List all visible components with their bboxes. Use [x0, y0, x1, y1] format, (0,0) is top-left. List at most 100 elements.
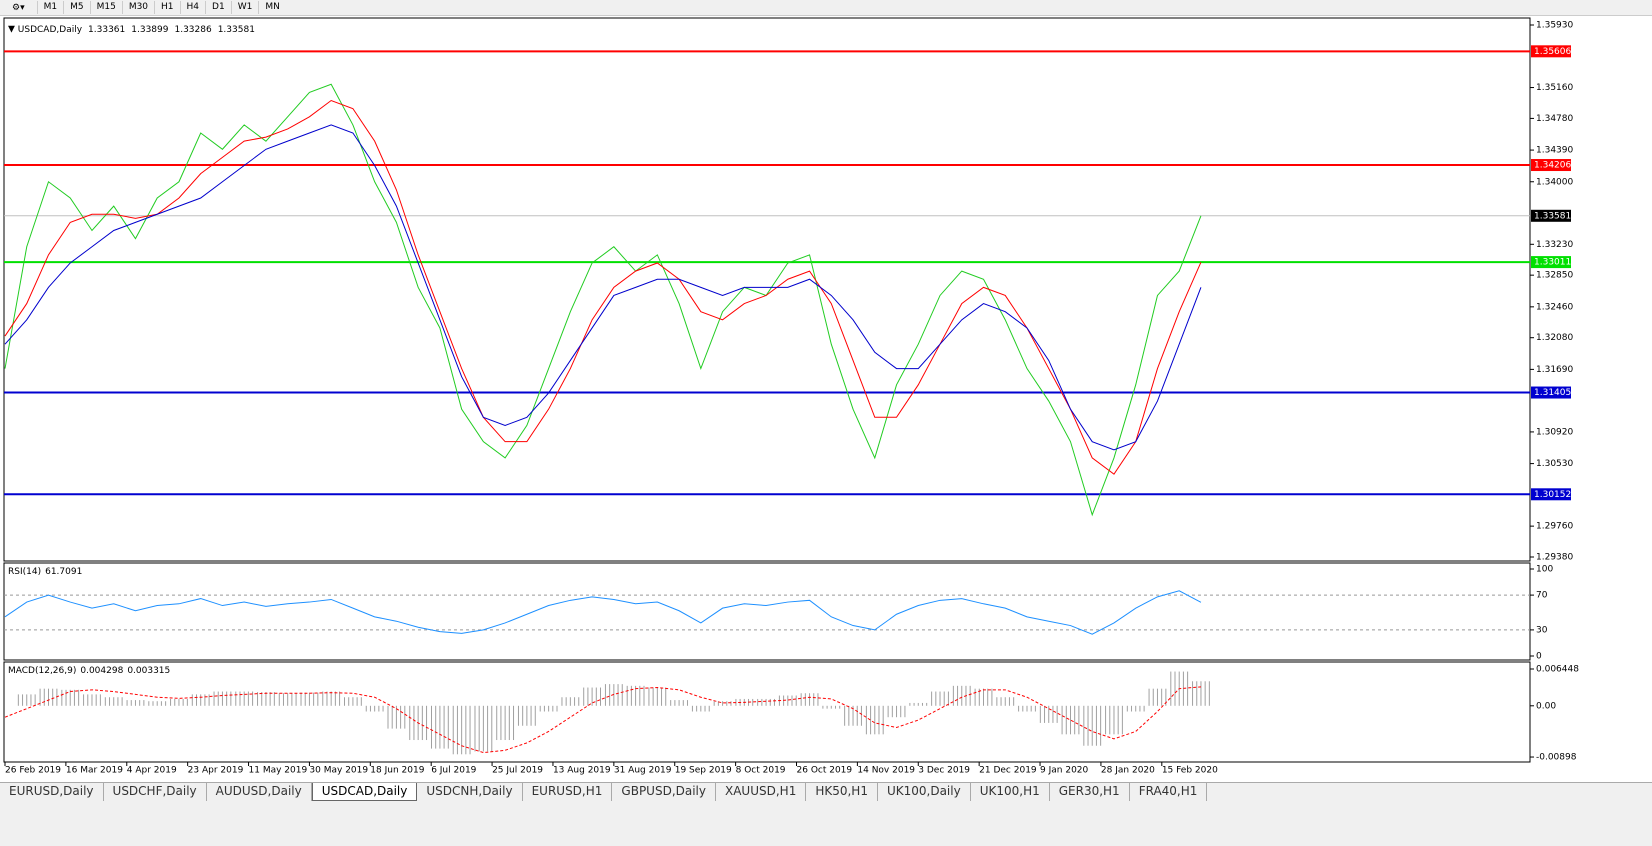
level-tag	[1531, 45, 1571, 58]
x-tick-label: 18 Jun 2019	[370, 766, 424, 776]
chart-tab[interactable]: GER30,H1	[1050, 783, 1130, 801]
timeframe-button[interactable]: M30	[121, 1, 154, 14]
y-tick-label: 0.00	[1536, 701, 1556, 711]
x-tick-label: 26 Feb 2019	[5, 766, 61, 776]
y-tick-label: 1.32460	[1536, 302, 1573, 312]
y-tick-label: 1.33230	[1536, 240, 1573, 250]
x-tick-label: 14 Nov 2019	[857, 766, 915, 776]
x-tick-label: 15 Feb 2020	[1162, 766, 1218, 776]
x-tick-label: 6 Jul 2019	[431, 766, 476, 776]
y-tick-label: 1.30920	[1536, 427, 1573, 437]
ohlc-value: 1.33581	[218, 25, 255, 35]
timeframe-button[interactable]: M1	[36, 1, 64, 14]
chart-tab[interactable]: XAUUSD,H1	[716, 783, 807, 801]
timeframe-button[interactable]: D1	[205, 1, 231, 14]
indicator-header: RSI(14) 61.7091	[8, 567, 82, 577]
x-tick-label: 4 Apr 2019	[127, 766, 177, 776]
x-tick-label: 19 Sep 2019	[675, 766, 732, 776]
level-label: 1.30152	[1534, 490, 1571, 500]
series-line	[4, 590, 1202, 635]
timeframe-button[interactable]: M5	[63, 1, 90, 14]
series-line	[4, 124, 1202, 451]
chart-tab[interactable]: USDCHF,Daily	[104, 783, 207, 801]
timeframe-button[interactable]: M15	[89, 1, 122, 14]
tab-bar: EURUSD,Daily USDCHF,Daily AUDUSD,Daily USDC…	[0, 782, 1652, 801]
level-tag	[1531, 488, 1571, 501]
chart-tab[interactable]: HK50,H1	[806, 783, 878, 801]
y-tick-label: 1.31690	[1536, 365, 1573, 375]
symbol: USDCAD,Daily	[18, 25, 83, 35]
y-tick-label: 1.35160	[1536, 83, 1573, 93]
panel-frame	[3, 562, 1531, 661]
indicator-value: 61.7091	[45, 567, 82, 577]
y-tick-label: 1.29380	[1536, 553, 1573, 563]
level-tag	[1531, 386, 1571, 399]
tool-icon[interactable]: ⚙▾	[12, 2, 25, 13]
chart-tab[interactable]: GBPUSD,Daily	[612, 783, 716, 801]
indicator-value: 0.003315	[127, 666, 170, 676]
timeframe-button[interactable]: H4	[179, 1, 206, 14]
last-price-tag	[1531, 209, 1571, 222]
timeframe-button[interactable]: MN	[258, 1, 286, 14]
x-tick-label: 23 Apr 2019	[188, 766, 244, 776]
level-label: 1.35606	[1534, 47, 1571, 57]
y-tick-label: 1.32080	[1536, 333, 1573, 343]
level-label: 1.33011	[1534, 258, 1571, 268]
timeframe-button[interactable]: H1	[154, 1, 180, 14]
x-tick-label: 13 Aug 2019	[553, 766, 611, 776]
chart-tab[interactable]: USDCNH,Daily	[417, 783, 523, 801]
y-tick-label: 1.35930	[1536, 21, 1573, 31]
x-tick-label: 25 Jul 2019	[492, 766, 543, 776]
chart-tab[interactable]: UK100,Daily	[878, 783, 971, 801]
y-tick-label: -0.00898	[1536, 753, 1577, 763]
series-line	[4, 99, 1202, 475]
chart-window: 1.35930 1.35160 1.34780 1.34390 1.34000 1.332…	[3, 17, 1579, 776]
panel-frame	[3, 17, 1531, 562]
level-tag	[1531, 159, 1571, 172]
y-tick-label: 30	[1536, 625, 1548, 635]
x-tick-label: 9 Jan 2020	[1040, 766, 1088, 776]
last-price-label: 1.33581	[1534, 211, 1571, 221]
x-tick-label: 11 May 2019	[249, 766, 308, 776]
chart-tab[interactable]: FRA40,H1	[1130, 783, 1208, 801]
timeframe-button[interactable]: W1	[230, 1, 259, 14]
level-label: 1.31405	[1534, 388, 1571, 398]
chart-tab[interactable]: UK100,H1	[971, 783, 1050, 801]
series-line	[4, 83, 1202, 517]
toolbar: ⚙▾ M1 M5 M15 M30 H1 H4 D1 W1 MN	[0, 0, 1652, 16]
y-tick-label: 0.006448	[1536, 665, 1579, 675]
chart-header: ▼ USDCAD,Daily 1.33361 1.33899 1.33286 1.335…	[8, 25, 255, 35]
y-tick-label: 1.32850	[1536, 271, 1573, 281]
indicator-header: MACD(12,26,9) 0.004298 0.003315	[8, 666, 170, 676]
status-area	[0, 801, 1652, 846]
x-tick-label: 8 Oct 2019	[736, 766, 786, 776]
chart-tab[interactable]: EURUSD,H1	[523, 783, 613, 801]
ohlc-value: 1.33899	[131, 25, 168, 35]
x-tick-label: 26 Oct 2019	[797, 766, 853, 776]
panel-frame	[3, 661, 1531, 763]
x-tick-label: 16 Mar 2019	[66, 766, 123, 776]
chart-tab[interactable]: EURUSD,Daily	[0, 783, 104, 801]
series-line	[4, 686, 1201, 754]
chart-tab[interactable]: AUDUSD,Daily	[207, 783, 312, 801]
level-tag	[1531, 256, 1571, 269]
y-tick-label: 0	[1536, 652, 1542, 662]
level-label: 1.34206	[1534, 161, 1571, 171]
x-tick-label: 28 Jan 2020	[1101, 766, 1155, 776]
chart-tab[interactable]: USDCAD,Daily	[311, 783, 418, 801]
x-tick-label: 31 Aug 2019	[614, 766, 672, 776]
y-tick-label: 70	[1536, 591, 1548, 601]
x-tick-label: 3 Dec 2019	[918, 766, 970, 776]
y-tick-label: 1.34780	[1536, 114, 1573, 124]
x-tick-label: 30 May 2019	[309, 766, 368, 776]
y-tick-label: 1.29760	[1536, 522, 1573, 532]
indicator-value: 0.004298	[80, 666, 123, 676]
ohlc-value: 1.33361	[88, 25, 125, 35]
indicator-name: RSI(14)	[8, 567, 41, 577]
y-tick-label: 1.30530	[1536, 459, 1573, 469]
y-tick-label: 100	[1536, 565, 1553, 575]
y-tick-label: 1.34000	[1536, 177, 1573, 187]
y-tick-label: 1.34390	[1536, 146, 1573, 156]
indicator-name: MACD(12,26,9)	[8, 666, 76, 676]
